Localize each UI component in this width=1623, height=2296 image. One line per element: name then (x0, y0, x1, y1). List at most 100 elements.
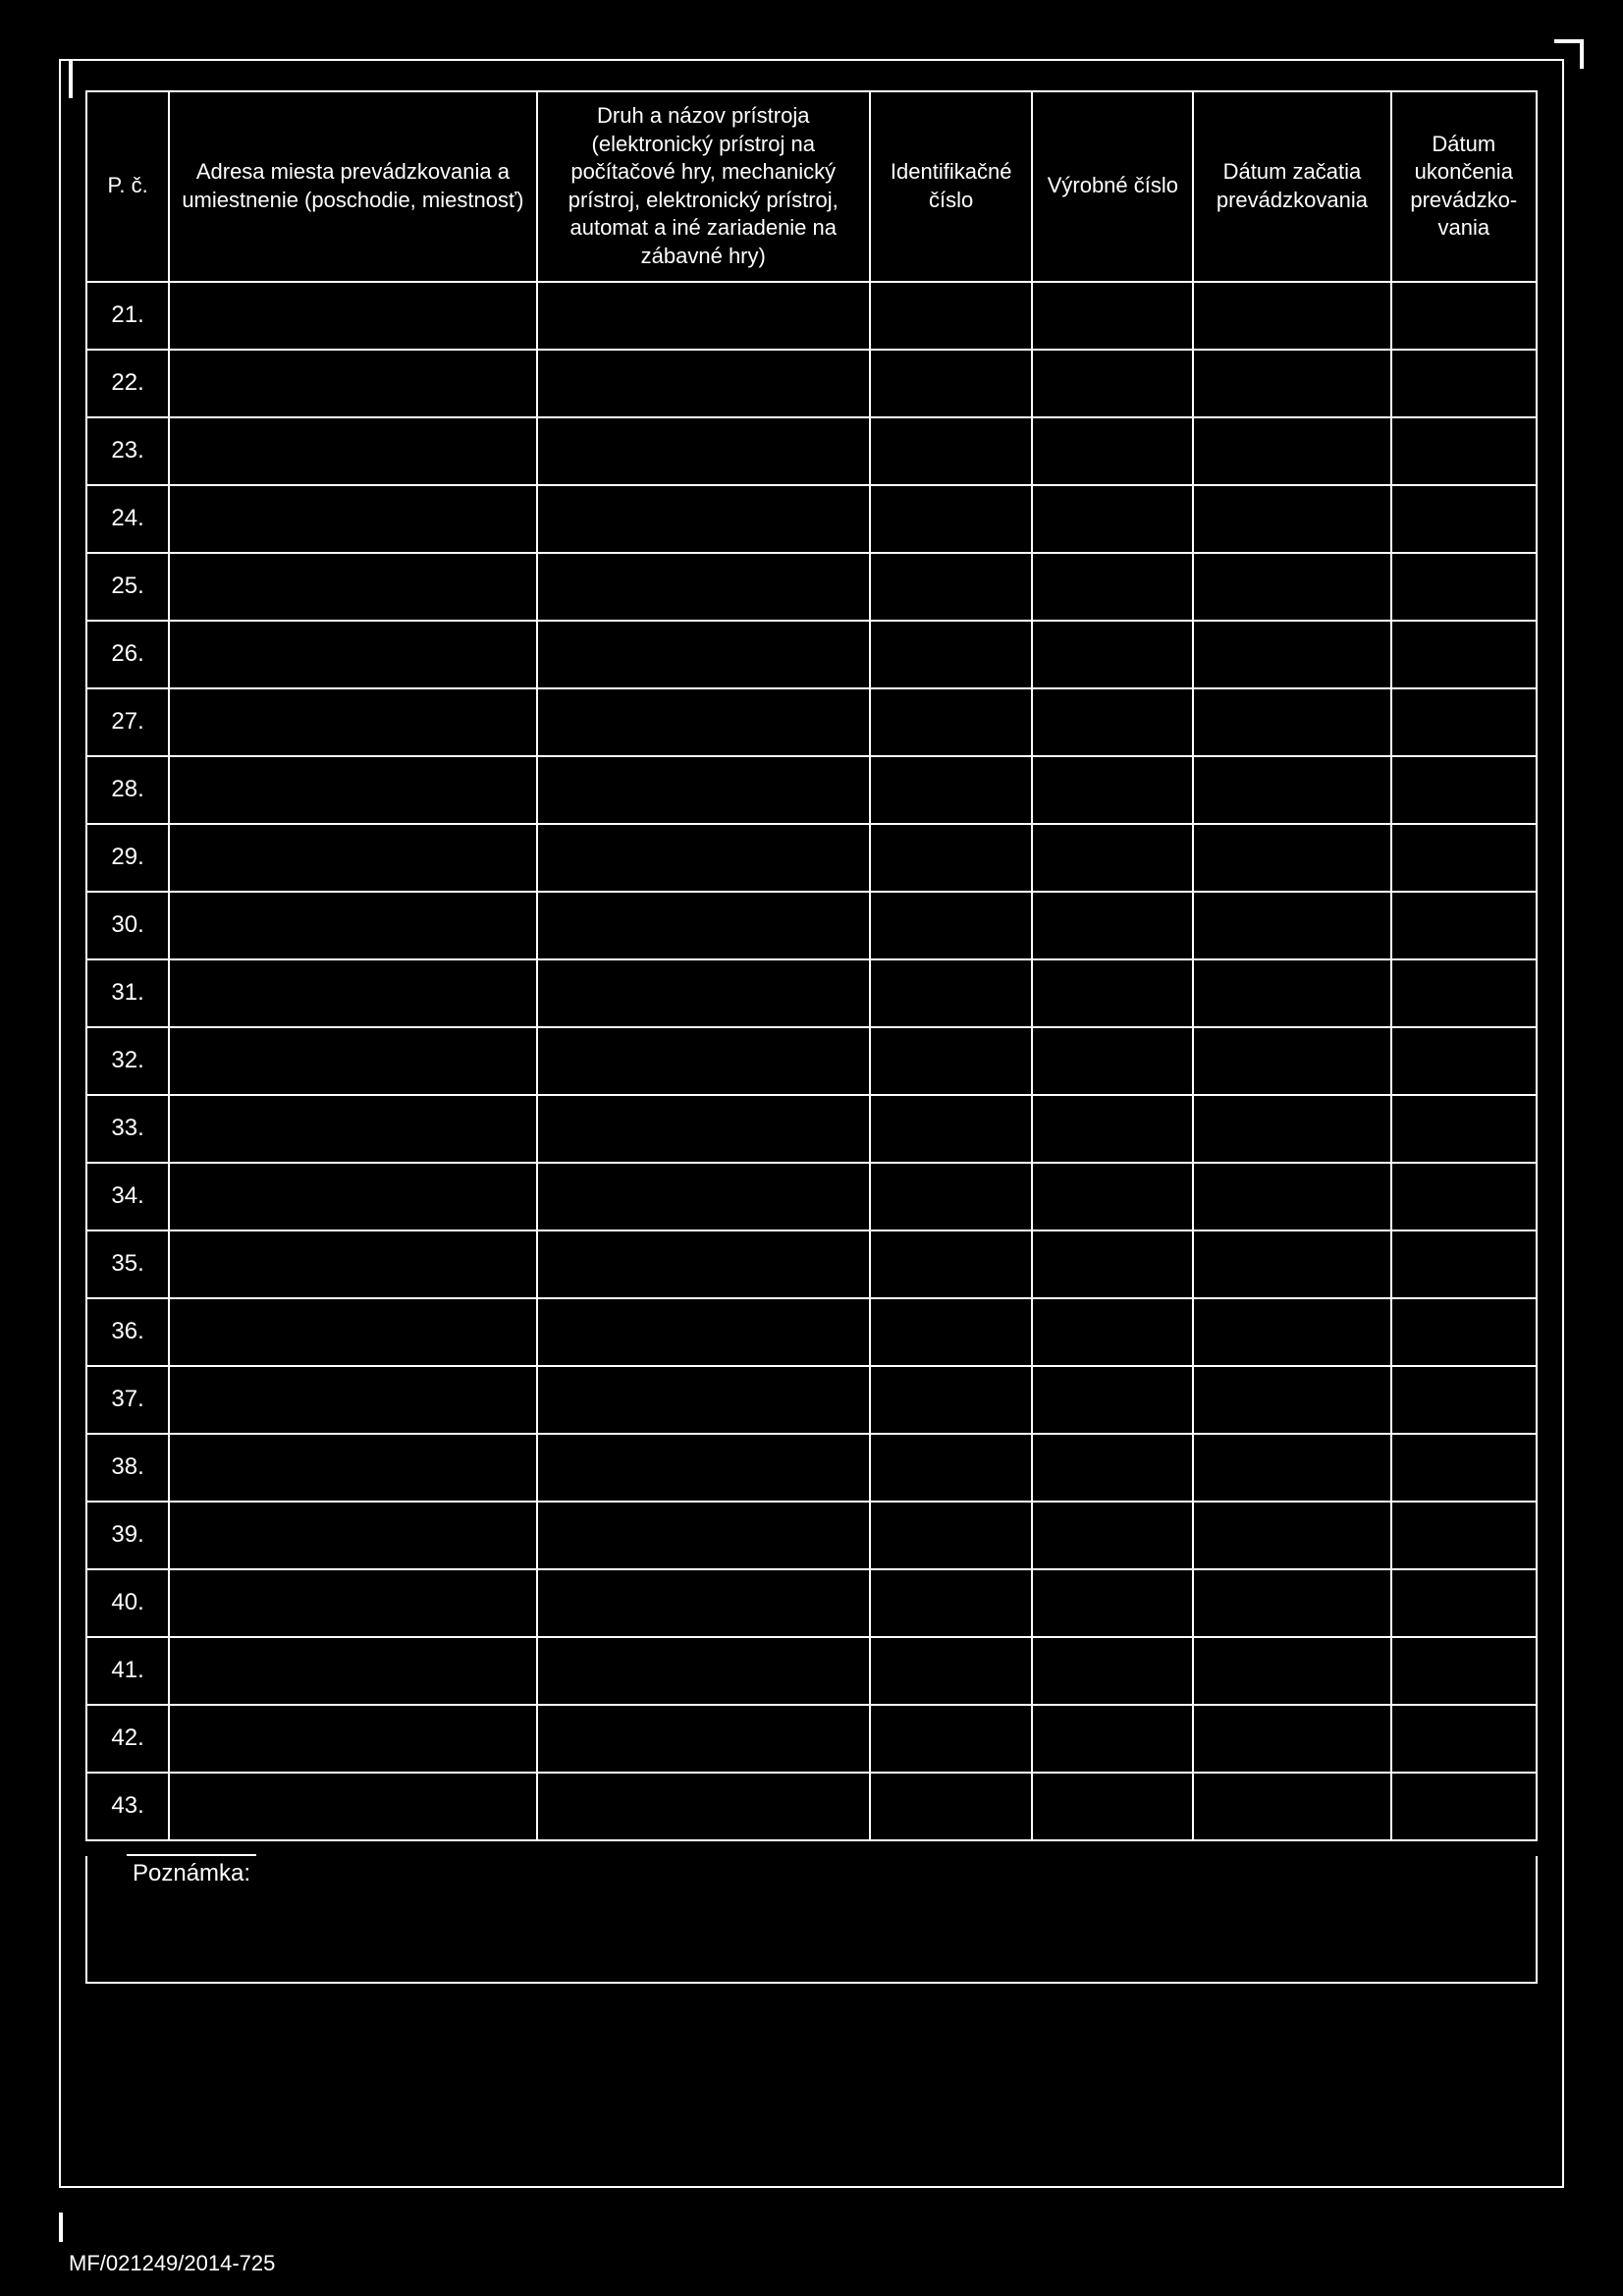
cell-ukoncenia[interactable] (1391, 1434, 1537, 1502)
cell-ident[interactable] (870, 553, 1033, 621)
cell-ukoncenia[interactable] (1391, 485, 1537, 553)
cell-ident[interactable] (870, 485, 1033, 553)
cell-vyrobne[interactable] (1032, 1230, 1193, 1298)
cell-zacatia[interactable] (1193, 1027, 1390, 1095)
cell-ukoncenia[interactable] (1391, 892, 1537, 959)
cell-ident[interactable] (870, 1502, 1033, 1569)
cell-druh[interactable] (537, 1163, 870, 1230)
cell-ident[interactable] (870, 1230, 1033, 1298)
cell-ident[interactable] (870, 1637, 1033, 1705)
cell-ukoncenia[interactable] (1391, 417, 1537, 485)
cell-vyrobne[interactable] (1032, 1434, 1193, 1502)
cell-vyrobne[interactable] (1032, 1095, 1193, 1163)
cell-vyrobne[interactable] (1032, 485, 1193, 553)
cell-adresa[interactable] (169, 1095, 536, 1163)
cell-adresa[interactable] (169, 688, 536, 756)
cell-adresa[interactable] (169, 553, 536, 621)
cell-ident[interactable] (870, 756, 1033, 824)
cell-adresa[interactable] (169, 959, 536, 1027)
cell-zacatia[interactable] (1193, 1705, 1390, 1773)
cell-ukoncenia[interactable] (1391, 1095, 1537, 1163)
cell-adresa[interactable] (169, 1230, 536, 1298)
cell-druh[interactable] (537, 892, 870, 959)
cell-vyrobne[interactable] (1032, 892, 1193, 959)
cell-ident[interactable] (870, 1095, 1033, 1163)
cell-zacatia[interactable] (1193, 621, 1390, 688)
cell-vyrobne[interactable] (1032, 1298, 1193, 1366)
cell-zacatia[interactable] (1193, 1163, 1390, 1230)
cell-ukoncenia[interactable] (1391, 1637, 1537, 1705)
cell-vyrobne[interactable] (1032, 1705, 1193, 1773)
cell-druh[interactable] (537, 1095, 870, 1163)
cell-vyrobne[interactable] (1032, 417, 1193, 485)
cell-adresa[interactable] (169, 1366, 536, 1434)
cell-zacatia[interactable] (1193, 1569, 1390, 1637)
cell-ukoncenia[interactable] (1391, 282, 1537, 350)
cell-adresa[interactable] (169, 350, 536, 417)
cell-adresa[interactable] (169, 1434, 536, 1502)
cell-druh[interactable] (537, 1298, 870, 1366)
cell-zacatia[interactable] (1193, 824, 1390, 892)
cell-ukoncenia[interactable] (1391, 688, 1537, 756)
cell-ident[interactable] (870, 1773, 1033, 1840)
cell-zacatia[interactable] (1193, 959, 1390, 1027)
cell-ukoncenia[interactable] (1391, 1502, 1537, 1569)
cell-ukoncenia[interactable] (1391, 824, 1537, 892)
cell-adresa[interactable] (169, 417, 536, 485)
cell-zacatia[interactable] (1193, 1298, 1390, 1366)
cell-druh[interactable] (537, 1502, 870, 1569)
cell-vyrobne[interactable] (1032, 824, 1193, 892)
cell-druh[interactable] (537, 1366, 870, 1434)
cell-zacatia[interactable] (1193, 688, 1390, 756)
cell-vyrobne[interactable] (1032, 553, 1193, 621)
cell-ident[interactable] (870, 1705, 1033, 1773)
cell-druh[interactable] (537, 1027, 870, 1095)
cell-vyrobne[interactable] (1032, 1773, 1193, 1840)
cell-ident[interactable] (870, 1366, 1033, 1434)
cell-adresa[interactable] (169, 892, 536, 959)
cell-adresa[interactable] (169, 1027, 536, 1095)
cell-druh[interactable] (537, 417, 870, 485)
cell-ident[interactable] (870, 1569, 1033, 1637)
cell-adresa[interactable] (169, 485, 536, 553)
cell-adresa[interactable] (169, 1502, 536, 1569)
cell-ukoncenia[interactable] (1391, 1366, 1537, 1434)
cell-ukoncenia[interactable] (1391, 1027, 1537, 1095)
cell-vyrobne[interactable] (1032, 1502, 1193, 1569)
cell-vyrobne[interactable] (1032, 688, 1193, 756)
cell-vyrobne[interactable] (1032, 959, 1193, 1027)
cell-druh[interactable] (537, 621, 870, 688)
cell-vyrobne[interactable] (1032, 350, 1193, 417)
cell-druh[interactable] (537, 824, 870, 892)
cell-vyrobne[interactable] (1032, 1366, 1193, 1434)
cell-ukoncenia[interactable] (1391, 350, 1537, 417)
cell-zacatia[interactable] (1193, 1773, 1390, 1840)
cell-vyrobne[interactable] (1032, 756, 1193, 824)
cell-ident[interactable] (870, 1298, 1033, 1366)
cell-druh[interactable] (537, 1230, 870, 1298)
cell-ident[interactable] (870, 282, 1033, 350)
cell-druh[interactable] (537, 1705, 870, 1773)
cell-zacatia[interactable] (1193, 350, 1390, 417)
cell-zacatia[interactable] (1193, 553, 1390, 621)
cell-ident[interactable] (870, 621, 1033, 688)
cell-ukoncenia[interactable] (1391, 1298, 1537, 1366)
cell-ident[interactable] (870, 1163, 1033, 1230)
cell-zacatia[interactable] (1193, 1095, 1390, 1163)
cell-ukoncenia[interactable] (1391, 621, 1537, 688)
cell-ident[interactable] (870, 688, 1033, 756)
cell-adresa[interactable] (169, 1637, 536, 1705)
cell-ident[interactable] (870, 350, 1033, 417)
cell-ident[interactable] (870, 892, 1033, 959)
cell-vyrobne[interactable] (1032, 1569, 1193, 1637)
cell-adresa[interactable] (169, 1773, 536, 1840)
cell-ukoncenia[interactable] (1391, 553, 1537, 621)
cell-adresa[interactable] (169, 1569, 536, 1637)
cell-adresa[interactable] (169, 621, 536, 688)
cell-ukoncenia[interactable] (1391, 1569, 1537, 1637)
cell-druh[interactable] (537, 959, 870, 1027)
cell-druh[interactable] (537, 756, 870, 824)
cell-druh[interactable] (537, 1637, 870, 1705)
cell-zacatia[interactable] (1193, 1502, 1390, 1569)
cell-zacatia[interactable] (1193, 756, 1390, 824)
